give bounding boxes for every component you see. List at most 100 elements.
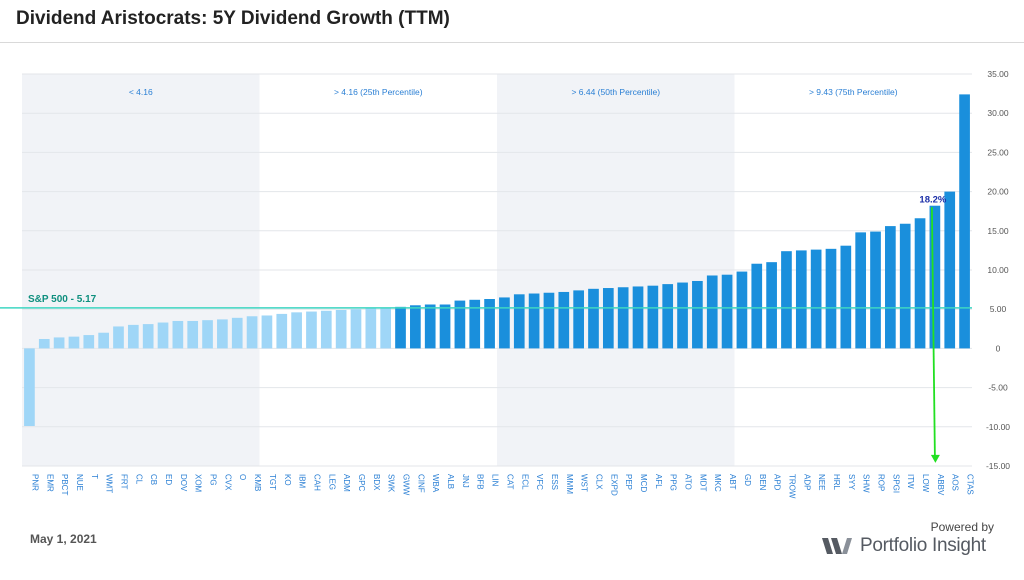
x-tick-label: EMR <box>45 474 54 492</box>
x-tick-label: ROP <box>877 474 886 491</box>
x-tick-label: JNJ <box>461 474 470 488</box>
sp500-reference: S&P 500 - 5.17 <box>0 294 972 309</box>
x-tick-label: NUE <box>75 474 84 491</box>
sp500-label: S&P 500 - 5.17 <box>28 294 97 305</box>
bar-aos <box>944 191 956 349</box>
brand-name: Portfolio Insight <box>860 535 986 556</box>
y-tick-label: 5.00 <box>990 304 1007 314</box>
bar-rop <box>870 231 881 349</box>
bar-pnr <box>24 348 35 427</box>
x-tick-label: DOV <box>179 474 188 492</box>
x-tick-label: MKC <box>713 474 722 492</box>
bar-ato <box>677 282 688 349</box>
x-tick-label: BFB <box>476 474 485 490</box>
x-tick-label: LOW <box>921 474 930 493</box>
x-tick-label: HRL <box>832 474 841 491</box>
bar-abt <box>721 274 733 349</box>
bar-trow <box>781 251 792 349</box>
bar-mmm <box>558 291 570 349</box>
annotation-label: 18.2% <box>919 194 946 205</box>
bar-gd <box>736 271 748 349</box>
x-tick-label: WMT <box>105 474 114 493</box>
x-tick-label: SHW <box>862 474 871 493</box>
x-tick-label: CAH <box>312 474 321 491</box>
bar-itw <box>899 223 911 349</box>
bar-vfc <box>528 293 540 349</box>
bar-wmt <box>98 332 109 349</box>
bar-mcd <box>632 286 644 349</box>
bar-ppg <box>662 284 674 349</box>
y-tick-label: 10.00 <box>987 265 1009 275</box>
x-tick-label: CTAS <box>966 474 975 495</box>
y-tick-label: 0 <box>996 343 1001 353</box>
x-tick-label: CVX <box>223 474 232 491</box>
x-tick-label: KMB <box>253 474 262 491</box>
bar-kmb <box>246 316 258 349</box>
bar-lin <box>484 299 495 349</box>
bar-bdx <box>365 308 377 349</box>
x-tick-label: ED <box>164 474 173 485</box>
bar-mdt <box>692 280 703 349</box>
bar-nee <box>810 249 822 349</box>
bar-cat <box>499 297 510 349</box>
x-tick-label: ESS <box>550 474 559 490</box>
chart-title: Dividend Aristocrats: 5Y Dividend Growth… <box>16 8 450 29</box>
y-tick-label: -5.00 <box>988 383 1008 393</box>
powered-by-label: Powered by <box>930 520 994 534</box>
bar-ibm <box>291 312 302 349</box>
x-tick-label: CB <box>149 474 158 485</box>
y-tick-label: 25.00 <box>987 147 1009 157</box>
bar-ess <box>543 292 555 349</box>
annotation-arrow <box>930 207 936 456</box>
x-tick-label: PG <box>209 474 218 486</box>
bar-emr <box>38 338 50 349</box>
bar-wst <box>573 290 584 349</box>
y-tick-label: 35.00 <box>987 69 1009 79</box>
x-tick-label: GD <box>743 474 752 486</box>
bar-cl <box>127 324 139 349</box>
x-tick-label: AOS <box>951 474 960 491</box>
x-tick-label: APD <box>773 474 782 491</box>
bar-gww <box>395 306 406 349</box>
bar-cvx <box>217 319 228 349</box>
bar-expd <box>602 288 614 349</box>
bar-apd <box>766 262 777 349</box>
band-label-3: > 9.43 (75th Percentile) <box>809 87 898 97</box>
x-tick-label: CINF <box>416 474 425 493</box>
bar-adm <box>335 309 347 349</box>
x-tick-label: VFC <box>535 474 544 490</box>
x-tick-label: EXPD <box>609 474 618 496</box>
x-tick-label: CL <box>134 474 143 485</box>
bar-nue <box>68 336 80 349</box>
title-divider <box>0 42 1024 43</box>
bar-leg <box>320 310 332 349</box>
x-tick-label: PPG <box>669 474 678 491</box>
bar-xom <box>187 320 199 349</box>
bar-t <box>83 335 95 349</box>
x-axis: PNR EMR PBCT NUE T WMT FRT CL CB ED DOV XOM PG CVX O KM… <box>30 474 974 499</box>
bar-syy <box>840 245 852 349</box>
x-tick-label: ATO <box>684 474 693 490</box>
x-tick-label: WST <box>580 474 589 492</box>
bar-ko <box>276 313 288 349</box>
bar-cah <box>306 311 317 349</box>
x-tick-label: NEE <box>817 474 826 490</box>
x-tick-label: WBA <box>431 474 440 493</box>
band-label-1: > 4.16 (25th Percentile) <box>334 87 423 97</box>
x-tick-label: TROW <box>787 474 796 499</box>
y-axis: -15.00 -10.00 -5.00 0 5.00 10.00 15.00 20.00 25.… <box>986 69 1010 471</box>
x-tick-label: PBCT <box>60 474 69 495</box>
x-tick-label: PEP <box>624 474 633 490</box>
x-tick-label: LIN <box>491 474 500 487</box>
brand-logo[interactable]: Portfolio Insight <box>822 535 986 557</box>
x-tick-label: CAT <box>505 474 514 490</box>
x-tick-label: FRT <box>119 474 128 490</box>
x-tick-label: GPC <box>357 474 366 492</box>
x-tick-label: ABBV <box>936 474 945 496</box>
x-tick-label: MCD <box>639 474 648 492</box>
bar-shw <box>855 232 867 349</box>
x-tick-label: MDT <box>698 474 707 491</box>
x-tick-label: PNR <box>30 474 39 491</box>
abbv-annotation: 18.2% <box>919 194 947 463</box>
bar-ecl <box>513 294 525 349</box>
